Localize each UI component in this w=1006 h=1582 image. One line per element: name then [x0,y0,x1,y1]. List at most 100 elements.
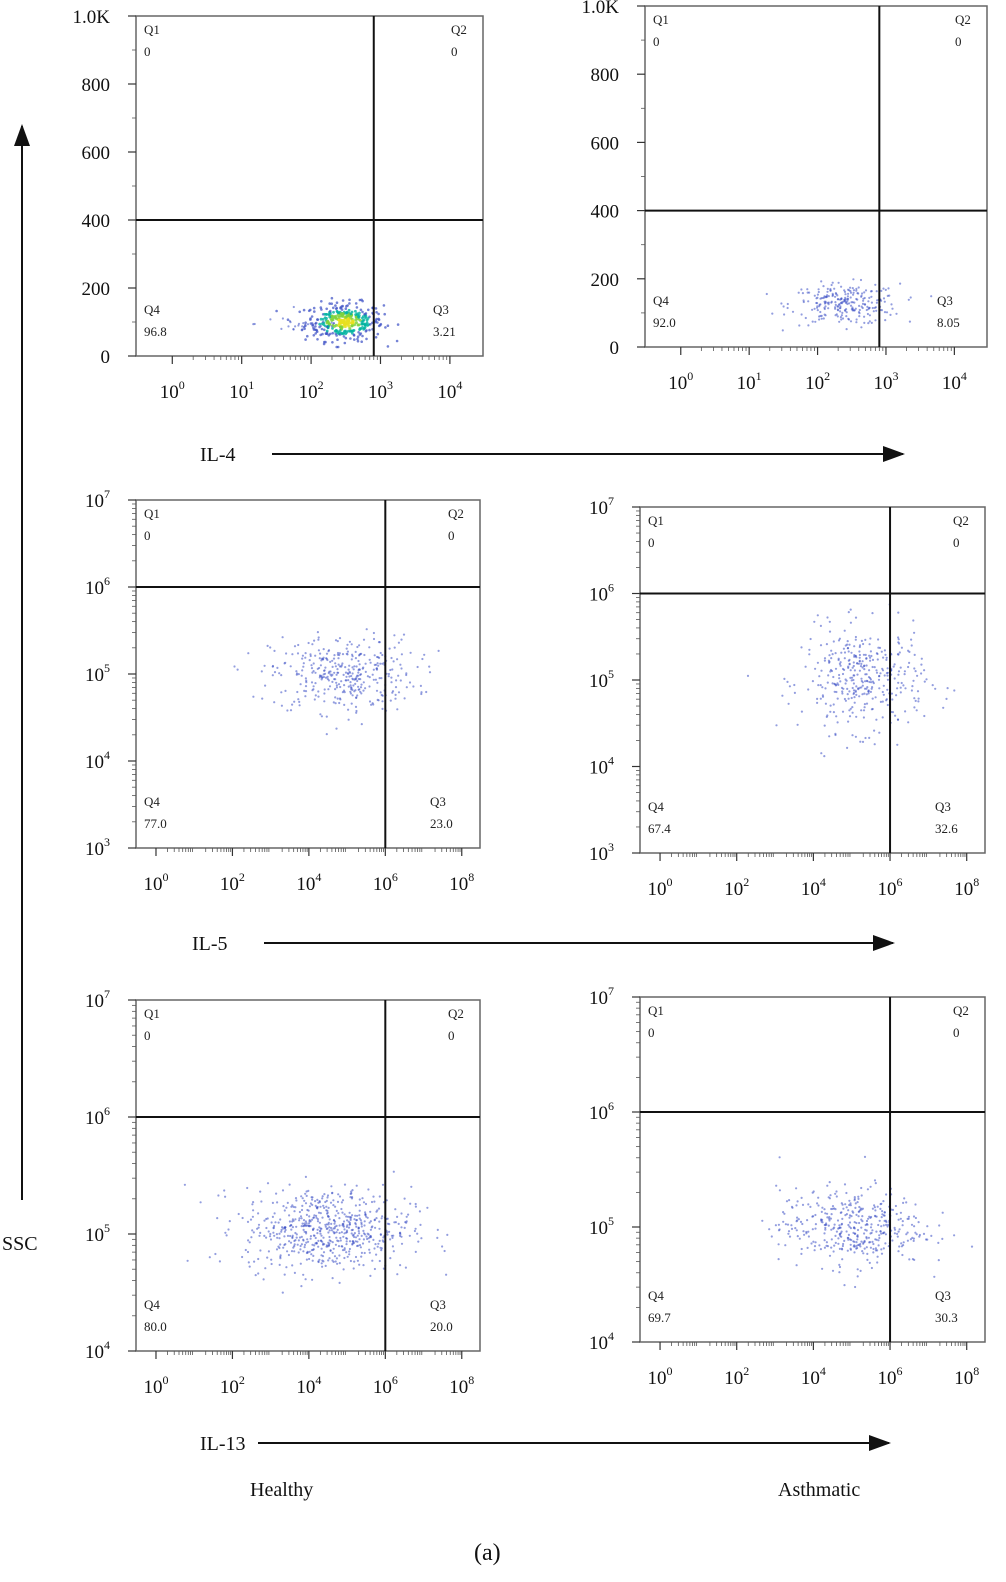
data-point [854,689,857,692]
quadrant-name-q2: Q2 [953,1003,969,1018]
data-point [351,666,354,669]
data-point [357,1226,360,1229]
data-point [871,1240,874,1243]
data-point [784,1223,788,1226]
data-point [368,700,372,703]
data-point [834,1241,837,1244]
data-point [414,1227,417,1230]
data-point [319,664,322,667]
data-point [829,710,832,713]
data-point [363,1220,366,1223]
data-point [337,657,340,660]
data-point [875,301,879,304]
data-point [363,312,366,316]
data-point [811,1215,814,1218]
data-point [305,1190,308,1193]
data-point [862,1242,865,1245]
data-point [340,1231,343,1234]
data-point [264,1267,267,1270]
data-point [356,339,360,343]
data-point [321,1197,324,1200]
data-point [861,1207,865,1210]
data-point [867,692,870,695]
data-point [355,312,359,315]
data-point [332,310,335,314]
data-point [841,710,845,713]
data-point [381,1215,384,1218]
y-tick-label: 107 [589,984,614,1009]
data-point [862,297,865,300]
data-point [301,1204,304,1207]
data-point [339,1236,342,1240]
data-point [370,1226,373,1229]
data-point [343,1232,346,1235]
data-point [871,707,874,711]
quadrant-value-q3: 8.05 [937,315,960,330]
data-point [899,1211,903,1214]
data-point [821,695,825,698]
data-point [866,312,870,316]
data-point [871,1229,874,1232]
data-point [289,665,292,668]
data-point [882,1247,885,1250]
data-point [408,681,412,684]
data-point [342,673,345,677]
data-point [335,1209,338,1212]
data-point [327,688,330,691]
data-point [376,332,380,336]
data-point [861,666,864,669]
data-point [806,288,809,291]
data-point [298,1236,302,1239]
data-point [800,710,804,713]
data-point [907,649,910,652]
data-point [347,718,350,721]
data-point [359,332,363,335]
data-point [788,1235,792,1238]
data-point [271,1215,274,1218]
data-point [827,674,830,677]
data-point [344,666,347,669]
data-point [340,664,343,667]
data-point [352,333,356,337]
data-point [869,637,872,640]
data-point [896,743,899,746]
data-point [340,680,343,683]
data-point [354,309,357,313]
data-point [872,1242,875,1246]
data-point [417,1240,420,1243]
data-point [327,650,330,653]
data-point [334,662,337,665]
data-point [840,651,843,654]
data-point [863,664,866,667]
data-point [391,690,395,693]
data-point [289,1224,293,1227]
data-point [897,653,900,656]
data-point [356,694,359,697]
data-point [860,1240,863,1243]
data-point [313,639,316,642]
data-point [403,697,406,700]
data-point [847,1233,851,1236]
data-point [907,1215,911,1218]
data-point [865,664,868,667]
data-point [400,638,403,641]
data-point [294,1197,298,1200]
x-axis: 100 101 102 103 104 [668,347,967,394]
data-point [315,1206,318,1209]
data-point [278,1232,281,1235]
data-point [819,644,823,647]
data-point [355,711,358,714]
data-point [332,306,335,310]
data-point [858,653,862,657]
data-point [871,1207,875,1210]
data-point [321,1195,324,1198]
data-point [904,710,907,713]
data-point [876,1249,879,1252]
data-point [849,286,852,289]
data-point [912,1239,915,1242]
data-point [414,1250,417,1253]
data-point [796,723,799,726]
data-point [354,689,357,692]
data-point [814,1227,817,1230]
